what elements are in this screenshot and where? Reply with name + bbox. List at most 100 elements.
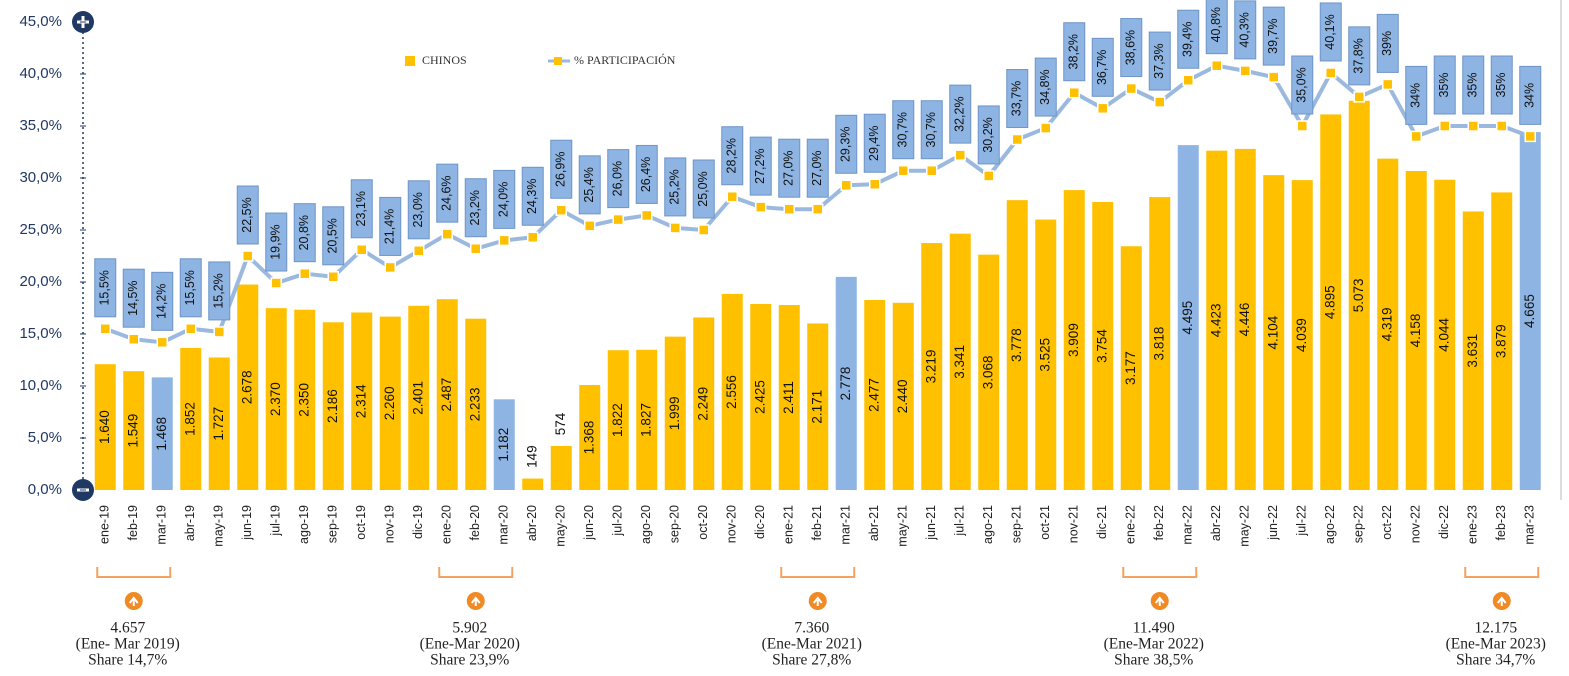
x-tick-label: ene-20 xyxy=(440,505,454,544)
line-label-box xyxy=(236,185,259,245)
up-arrow xyxy=(128,596,139,606)
x-tick-label: mar-20 xyxy=(497,505,511,545)
line-label-box xyxy=(436,163,459,223)
line-label: 33,7% xyxy=(1010,81,1024,116)
line-label-box xyxy=(379,196,402,256)
x-tick-label: jun-21 xyxy=(924,505,938,541)
line-label-box xyxy=(179,258,202,318)
line-label: 36,7% xyxy=(1095,50,1109,85)
up-arrow xyxy=(470,596,481,606)
line-marker xyxy=(1125,82,1137,95)
legend-label: % PARTICIPACIÓN xyxy=(574,53,676,67)
line-label: 40,8% xyxy=(1209,7,1223,42)
x-tick-label: oct-20 xyxy=(696,505,710,540)
bar-label: 2.487 xyxy=(439,378,454,412)
line-marker xyxy=(669,222,681,234)
bar xyxy=(1149,197,1171,490)
line-marker xyxy=(698,224,710,236)
y-tick-label: 35,0% xyxy=(19,117,62,134)
bar xyxy=(1348,100,1370,490)
bar xyxy=(265,308,287,490)
bracket xyxy=(96,567,172,578)
line-label: 30,7% xyxy=(924,112,938,147)
line-marker xyxy=(356,244,368,256)
line-label: 32,2% xyxy=(953,96,967,131)
annotation-text: (Ene-Mar 2021) xyxy=(762,636,862,653)
x-tick-label: feb-21 xyxy=(810,505,824,540)
y-tick-label: 45,0% xyxy=(19,13,62,30)
x-tick-label: may-20 xyxy=(554,505,568,547)
line-label-box xyxy=(1006,69,1029,129)
x-tick-label: jul-19 xyxy=(269,505,283,537)
bar xyxy=(579,385,601,490)
bar-label: 2.477 xyxy=(866,378,881,412)
line-marker xyxy=(1097,102,1109,115)
line-label: 24,3% xyxy=(525,179,539,214)
line-label-box xyxy=(1348,26,1371,86)
bracket xyxy=(1122,567,1198,578)
line-label-box xyxy=(635,144,658,204)
line-label: 29,4% xyxy=(867,126,881,161)
x-tick-label: jul-21 xyxy=(953,505,967,537)
up-arrow xyxy=(1154,596,1165,606)
line-label-box xyxy=(521,166,544,226)
x-tick-label: may-19 xyxy=(212,505,226,547)
bar xyxy=(1405,170,1427,490)
line-layer: 15,5% 14,5% 14,2% 15,5% 15,2% 22,5% 19,9% 20,8%… xyxy=(94,0,1542,349)
bar-label: 149 xyxy=(524,445,539,468)
line-label-box xyxy=(949,84,972,144)
annotation-text: 12.175 xyxy=(1474,620,1517,637)
x-tick-label: oct-19 xyxy=(354,505,368,540)
bar xyxy=(180,347,202,490)
line-label-box xyxy=(749,136,772,196)
line-label: 30,2% xyxy=(981,117,995,152)
line-marker xyxy=(128,333,140,345)
line-label-box xyxy=(1205,0,1228,55)
bracket xyxy=(780,567,856,578)
bar-label: 1.827 xyxy=(638,403,653,437)
line-label: 38,6% xyxy=(1124,30,1138,65)
x-tick-label: mar-21 xyxy=(839,505,853,545)
x-tick-label: feb-22 xyxy=(1152,505,1166,540)
x-tick-label: dic-19 xyxy=(411,505,425,539)
legend-swatch xyxy=(405,56,415,66)
line-label-box xyxy=(407,180,430,240)
bar-label: 2.411 xyxy=(781,381,796,414)
line-label-box xyxy=(1234,0,1257,60)
bar-label: 2.556 xyxy=(724,375,739,409)
bar xyxy=(1035,219,1057,490)
line-label: 15,5% xyxy=(183,270,197,305)
bar xyxy=(892,302,914,490)
line-marker xyxy=(99,323,111,335)
bar-label: 2.314 xyxy=(353,384,368,418)
legend-label: CHINOS xyxy=(422,53,467,67)
line-label-box xyxy=(493,169,516,229)
line-marker xyxy=(926,164,938,177)
bar xyxy=(750,303,772,490)
x-tick-label: ene-21 xyxy=(782,505,796,544)
bar-label: 4.423 xyxy=(1208,303,1223,337)
bracket xyxy=(438,567,514,578)
x-tick-label: oct-21 xyxy=(1038,505,1052,540)
bar xyxy=(1291,180,1313,490)
annotation-text: (Ene-Mar 2020) xyxy=(420,636,520,653)
bar-label: 4.104 xyxy=(1265,315,1280,349)
line-label-box xyxy=(1177,9,1200,69)
line-label-box xyxy=(550,139,573,199)
line-label-box xyxy=(1262,6,1285,66)
line-label: 38,2% xyxy=(1067,34,1081,69)
line-label-box xyxy=(322,206,345,266)
bar-label: 3.219 xyxy=(923,350,938,384)
bar-label: 2.260 xyxy=(382,386,397,420)
x-tick-label: ago-22 xyxy=(1323,505,1337,544)
bar xyxy=(921,243,943,490)
line-label: 23,1% xyxy=(354,191,368,226)
up-arrow xyxy=(1496,596,1507,606)
x-tick-label: may-22 xyxy=(1238,505,1252,547)
annotation-text: 4.657 xyxy=(110,620,145,637)
bar-label: 2.778 xyxy=(838,367,853,401)
bar xyxy=(807,323,829,490)
line-marker xyxy=(527,231,539,244)
line-label-box xyxy=(692,159,715,219)
bar-label: 1.727 xyxy=(211,407,226,441)
